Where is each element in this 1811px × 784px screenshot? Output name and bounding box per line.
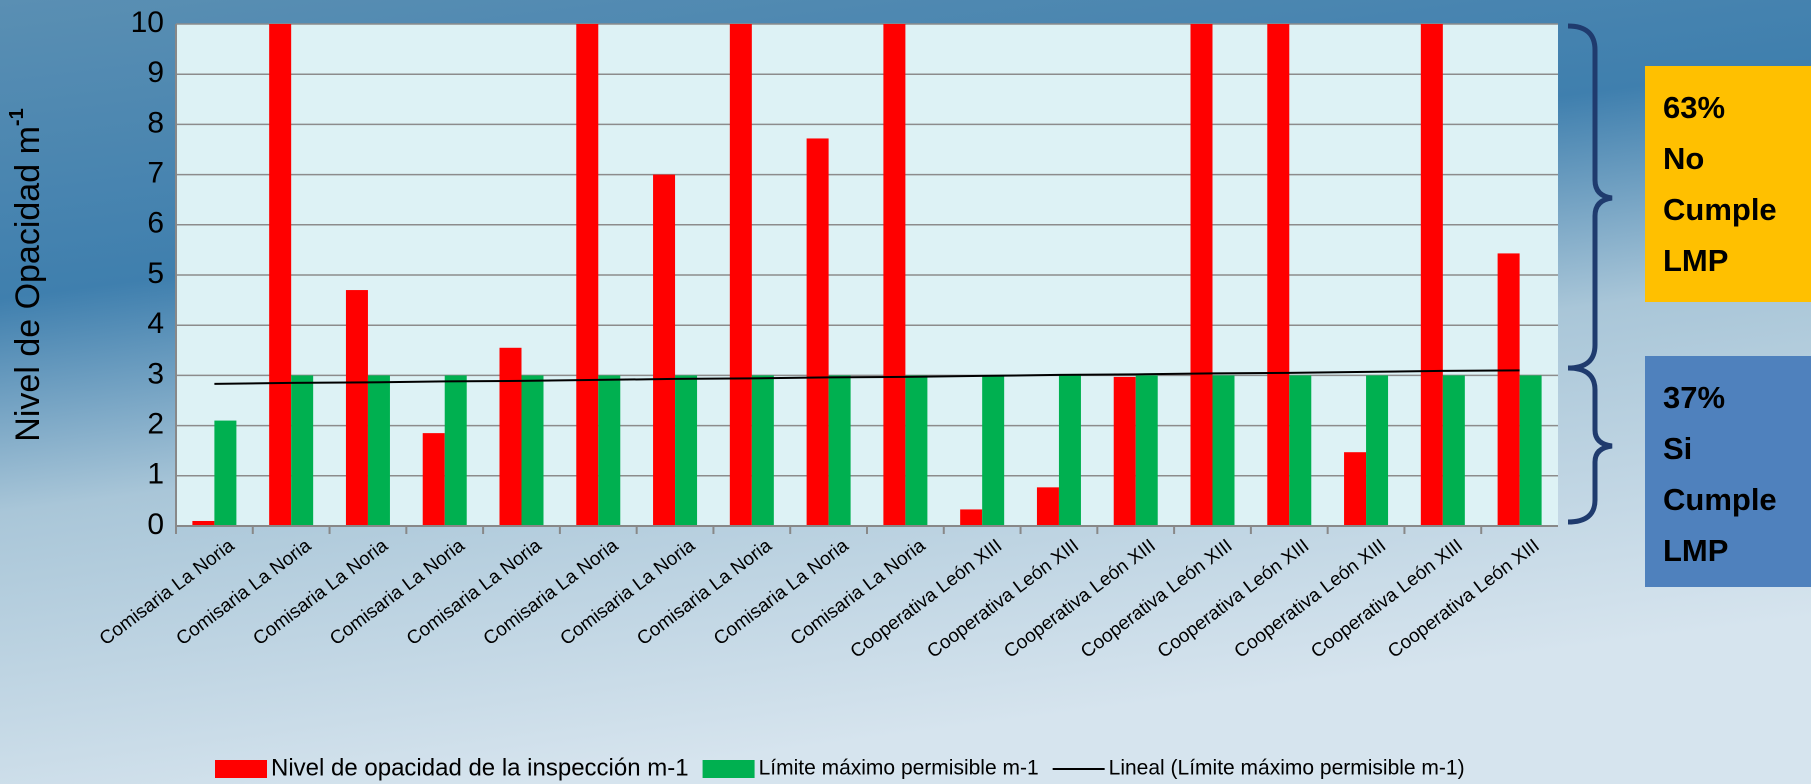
annotation-text: 37% <box>1663 380 1725 415</box>
bar <box>1289 375 1312 526</box>
legend-label: Límite máximo permisible m-1 <box>759 757 1039 780</box>
y-tick-label: 5 <box>147 257 164 290</box>
bar <box>1267 24 1290 526</box>
bar <box>828 375 851 526</box>
bracket <box>1567 23 1613 371</box>
y-tick-label: 10 <box>131 6 164 39</box>
annotation-text: Cumple <box>1663 192 1777 227</box>
bar <box>960 509 983 526</box>
y-tick-label: 3 <box>147 357 164 390</box>
y-axis-label: Nivel de Opacidad m-1 <box>6 108 47 441</box>
legend-swatch <box>215 760 267 778</box>
bar <box>1212 375 1235 526</box>
bar <box>729 24 752 526</box>
bar <box>982 375 1005 526</box>
bar <box>576 24 599 526</box>
bar <box>1366 375 1389 526</box>
bar <box>367 375 390 526</box>
bar <box>1113 376 1136 526</box>
bar <box>214 420 237 526</box>
bar <box>269 24 292 526</box>
bar <box>521 375 544 526</box>
legend-swatch <box>702 760 755 778</box>
y-axis-label-superscript: -1 <box>6 108 28 126</box>
bar <box>598 375 621 526</box>
y-tick-label: 7 <box>147 157 164 190</box>
legend-label: Lineal (Límite máximo permisible m-1) <box>1109 757 1465 780</box>
bar <box>444 375 467 526</box>
annotation-text: Si <box>1663 431 1692 466</box>
bar <box>653 174 676 526</box>
bar <box>883 24 906 526</box>
annotation-box <box>1645 356 1811 587</box>
bar <box>1058 375 1081 526</box>
annotation-text: LMP <box>1663 533 1728 568</box>
y-tick-label: 8 <box>147 106 164 139</box>
y-tick-label: 0 <box>147 508 164 541</box>
bar <box>1135 375 1158 526</box>
y-tick-label: 2 <box>147 408 164 441</box>
bar <box>192 520 215 526</box>
y-tick-label: 1 <box>147 458 164 491</box>
bar <box>422 433 445 526</box>
bar <box>675 375 698 526</box>
y-tick-label: 9 <box>147 56 164 89</box>
bar <box>905 375 928 526</box>
annotation-box <box>1645 66 1811 302</box>
bracket <box>1567 365 1613 525</box>
trend-line <box>214 369 1520 385</box>
bar <box>751 375 774 526</box>
bar <box>1497 253 1520 526</box>
bar <box>1344 452 1367 526</box>
y-tick-label: 4 <box>147 307 164 340</box>
legend-label: Nivel de opacidad de la inspección m-1 <box>271 754 689 781</box>
bar <box>291 375 314 526</box>
annotation-text: Cumple <box>1663 482 1777 517</box>
bar <box>1190 24 1213 526</box>
annotation-text: No <box>1663 141 1704 176</box>
bar <box>806 138 829 526</box>
bar <box>1420 24 1443 526</box>
bar <box>345 290 368 526</box>
bar <box>1442 375 1465 526</box>
y-tick-label: 6 <box>147 207 164 240</box>
annotation-text: LMP <box>1663 243 1728 278</box>
bar <box>1036 487 1059 526</box>
bar <box>1519 375 1542 526</box>
annotation-text: 63% <box>1663 90 1725 125</box>
y-axis-label-text: Nivel de Opacidad m <box>9 126 47 442</box>
bar <box>499 347 522 526</box>
